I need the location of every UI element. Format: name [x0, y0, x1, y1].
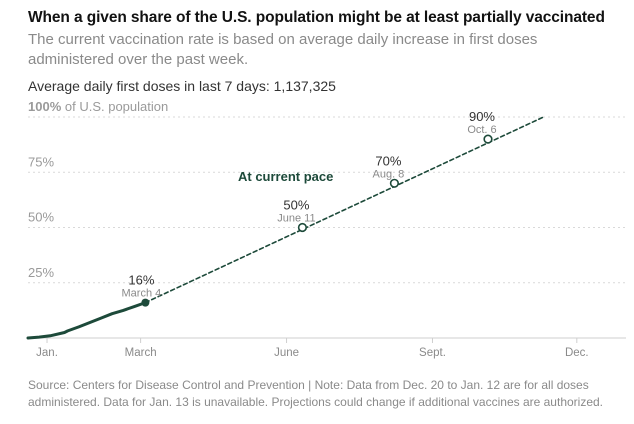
average-doses-label: Average daily first doses in last 7 days…	[28, 78, 336, 94]
source-footnote: Source: Centers for Disease Control and …	[28, 378, 604, 409]
x-tick-label: Sept.	[419, 347, 446, 359]
y-tick-label-100: 100% of U.S. population	[28, 99, 168, 114]
series-label-at-current-pace: At current pace	[238, 169, 333, 184]
chart-subtitle: The current vaccination rate is based on…	[28, 31, 538, 68]
milestone-date-label: Aug. 8	[373, 168, 405, 180]
x-tick-label: March	[125, 347, 157, 359]
milestone-marker	[297, 222, 308, 233]
milestone-marker	[141, 298, 150, 307]
milestone-value-label: 90%	[469, 109, 495, 124]
milestone-value-label: 16%	[128, 273, 154, 288]
milestone-marker	[389, 178, 400, 188]
x-tick-label: Dec.	[565, 347, 589, 359]
milestone-date-label: Oct. 6	[467, 124, 496, 136]
actual-line	[26, 301, 147, 340]
y-tick-label-50: 50%	[28, 210, 54, 225]
x-tick-label: June	[274, 347, 299, 359]
projection-line	[144, 116, 545, 304]
y-tick-label-75: 75%	[28, 154, 54, 169]
x-tick-label: Jan.	[36, 347, 58, 359]
milestone-marker	[483, 134, 493, 144]
milestone-date-label: June 11	[277, 213, 315, 225]
milestone-value-label: 70%	[375, 153, 401, 168]
milestone-date-label: March 4	[122, 288, 162, 300]
milestone-value-label: 50%	[283, 198, 309, 213]
chart-title: When a given share of the U.S. populatio…	[28, 9, 605, 26]
y-tick-label-25: 25%	[28, 265, 54, 280]
